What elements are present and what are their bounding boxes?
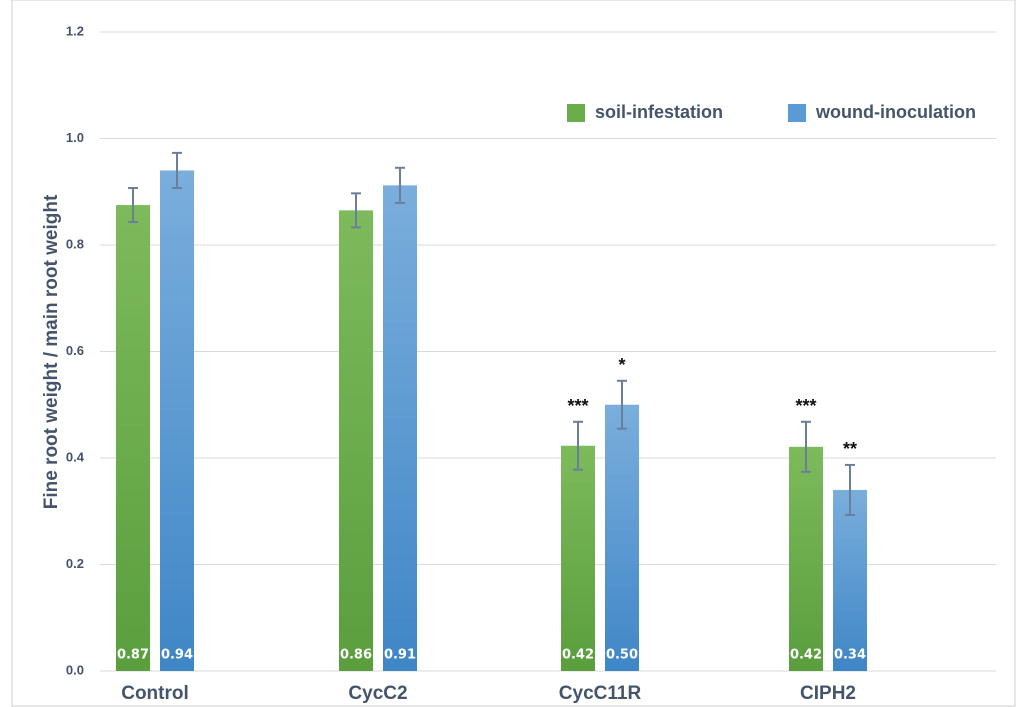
x-category-label: CycC2	[348, 683, 407, 704]
bar-soil-infestation-Control	[116, 205, 150, 671]
gridlines	[100, 31, 996, 672]
x-category-label: CycC11R	[559, 683, 642, 704]
x-axis-categories: Control CycC2 CycC11R CIPH2	[121, 683, 856, 704]
bar-soil-infestation-CIPH2	[789, 446, 823, 671]
legend-swatch-wound-inoculation	[788, 104, 806, 122]
legend-label: wound-inoculation	[815, 102, 976, 122]
legend: soil-infestation wound-inoculation	[567, 102, 976, 122]
y-tick-label: 0.6	[66, 343, 84, 358]
significance-label: *	[618, 355, 625, 375]
bar-wound-inoculation-CIPH2	[833, 489, 867, 671]
y-tick-label: 0.4	[66, 449, 85, 464]
bar-wound-inoculation-CycC11R	[605, 404, 639, 671]
data-label: 0.42	[790, 648, 822, 663]
bars: 0.87 0.94 0.86 0.91 0.42 *** 0.50 * 0.42 *** 0.34 *…	[116, 151, 867, 672]
significance-label: **	[843, 439, 857, 459]
data-label: 0.86	[340, 648, 372, 663]
bar-wound-inoculation-Control	[160, 170, 194, 671]
data-label: 0.50	[606, 648, 638, 663]
y-tick-label: 1.0	[66, 130, 84, 145]
data-label: 0.91	[384, 648, 416, 663]
x-category-label: CIPH2	[800, 683, 856, 704]
y-axis-ticks: 0.0 0.2 0.4 0.6 0.8 1.0 1.2	[66, 23, 85, 677]
legend-label: soil-infestation	[595, 102, 723, 122]
bar-soil-infestation-CycC11R	[561, 445, 595, 671]
y-tick-label: 1.2	[66, 23, 84, 38]
data-label: 0.34	[834, 648, 866, 663]
data-label: 0.87	[117, 648, 149, 663]
x-category-label: Control	[121, 683, 189, 704]
data-label: 0.42	[562, 648, 594, 663]
bar-soil-infestation-CycC2	[339, 210, 373, 671]
y-tick-label: 0.0	[66, 662, 84, 677]
bar-wound-inoculation-CycC2	[383, 185, 417, 672]
legend-swatch-soil-infestation	[567, 104, 585, 122]
significance-label: ***	[795, 396, 816, 416]
y-tick-label: 0.8	[66, 236, 84, 251]
data-label: 0.94	[161, 648, 193, 663]
significance-label: ***	[567, 396, 588, 416]
y-tick-label: 0.2	[66, 556, 84, 571]
y-axis-title: Fine root weight / main root weight	[41, 194, 62, 509]
plot-border	[11, 0, 1016, 707]
